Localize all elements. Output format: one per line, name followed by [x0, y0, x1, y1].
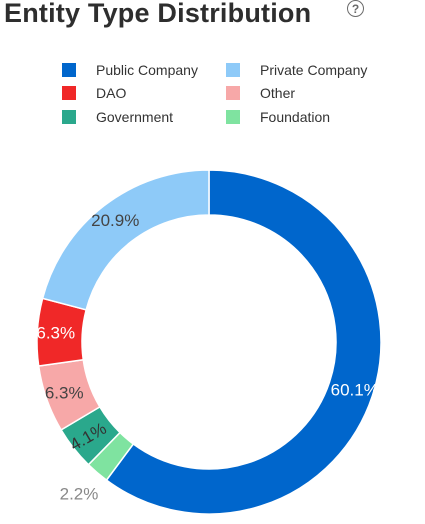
legend-label: Private Company [260, 62, 368, 78]
legend-label: Other [260, 85, 296, 101]
legend-item-private-company[interactable]: Private Company [226, 62, 367, 78]
slice-label: 6.3% [45, 383, 84, 402]
slice-label: 2.2% [60, 484, 99, 503]
slice-public-company[interactable] [105, 169, 382, 515]
slice-label: 20.9% [91, 211, 139, 230]
legend-item-public-company[interactable]: Public Company [62, 62, 198, 78]
legend-item-foundation[interactable]: Foundation [226, 109, 330, 125]
legend-swatch [62, 63, 76, 77]
legend-label: Foundation [260, 109, 331, 125]
slice-label: 60.1% [331, 381, 379, 400]
legend-swatch [226, 110, 240, 124]
legend-label: DAO [96, 85, 127, 101]
chart-title: Entity Type Distribution [4, 0, 312, 28]
slice-label: 6.3% [36, 324, 75, 343]
legend-label: Public Company [96, 62, 198, 78]
help-icon[interactable]: ? [347, 0, 364, 17]
legend-swatch [62, 86, 76, 100]
slice-private-company[interactable] [41, 169, 210, 311]
legend-label: Government [96, 109, 174, 125]
legend-item-government[interactable]: Government [62, 109, 173, 125]
legend-item-dao[interactable]: DAO [62, 85, 126, 101]
legend-swatch [226, 86, 240, 100]
legend-swatch [62, 110, 76, 124]
legend-item-other[interactable]: Other [226, 85, 295, 101]
legend-swatch [226, 63, 240, 77]
